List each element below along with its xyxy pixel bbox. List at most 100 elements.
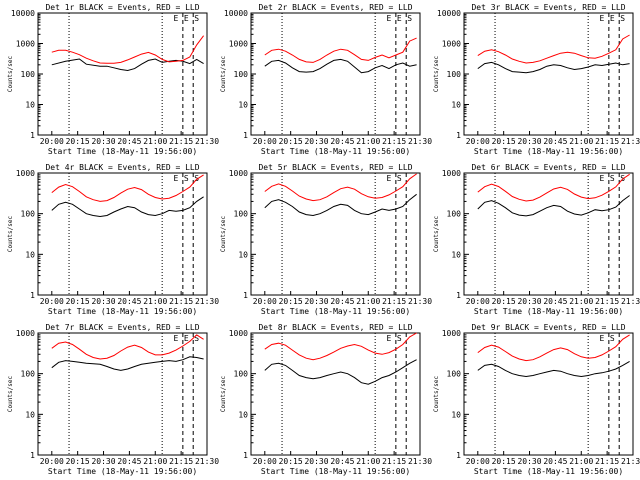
x-tick-label: 20:45 bbox=[330, 137, 354, 146]
events-line bbox=[264, 58, 417, 74]
x-axis-label: Start Time (18-May-11 19:56:00) bbox=[261, 147, 410, 156]
y-axis-label: Counts/sec bbox=[220, 376, 227, 413]
y-tick-label: 1 bbox=[30, 131, 35, 140]
x-tick-label: 21:15 bbox=[382, 457, 406, 466]
x-tick-label: 20:15 bbox=[66, 297, 90, 306]
events-line bbox=[477, 360, 630, 378]
x-tick-label: 20:00 bbox=[253, 137, 277, 146]
x-tick-label: 21:30 bbox=[195, 457, 219, 466]
y-tick-label: 100 bbox=[21, 210, 36, 219]
y-axis-label: Counts/sec bbox=[7, 376, 14, 413]
y-tick-label: 10 bbox=[25, 101, 35, 110]
x-tick-label: 20:30 bbox=[304, 297, 328, 306]
x-tick-label: 21:30 bbox=[621, 137, 640, 146]
x-tick-label: 20:45 bbox=[117, 457, 141, 466]
lld-line bbox=[477, 334, 630, 362]
x-tick-label: 21:30 bbox=[195, 137, 219, 146]
panel-title: Det 8r BLACK = Events, RED = LLD bbox=[258, 323, 412, 332]
y-tick-label: 10 bbox=[238, 250, 248, 259]
y-tick-label: 10000 bbox=[224, 9, 248, 18]
y-tick-label: 10 bbox=[238, 410, 248, 419]
x-tick-label: 20:30 bbox=[304, 137, 328, 146]
y-tick-label: 1 bbox=[456, 291, 461, 300]
y-tick-label: 1000 bbox=[16, 169, 35, 178]
det-panel-6: Det 6r BLACK = Events, RED = LLD 1 10 100 10… bbox=[433, 163, 640, 316]
det-panel-2: Det 2r BLACK = Events, RED = LLD 1 10 100 10… bbox=[220, 3, 432, 156]
x-tick-label: 20:00 bbox=[40, 137, 64, 146]
y-tick-label: 1 bbox=[243, 131, 248, 140]
marker-label: S bbox=[407, 14, 412, 23]
y-tick-label: 100 bbox=[21, 370, 36, 379]
y-tick-label: 10 bbox=[451, 101, 461, 110]
y-tick-label: 10 bbox=[238, 101, 248, 110]
marker-label: S bbox=[194, 334, 199, 343]
y-tick-label: 1000 bbox=[442, 169, 461, 178]
x-tick-label: 20:30 bbox=[91, 297, 115, 306]
x-tick-label: 20:30 bbox=[304, 457, 328, 466]
y-tick-label: 100 bbox=[447, 370, 462, 379]
y-tick-label: 1000 bbox=[442, 40, 461, 49]
x-tick-label: 20:00 bbox=[253, 457, 277, 466]
plot-frame bbox=[250, 172, 421, 296]
lld-line bbox=[264, 173, 417, 202]
det-panel-9: Det 9r BLACK = Events, RED = LLD 1 10 100 10… bbox=[433, 323, 640, 476]
plot-frame bbox=[463, 172, 634, 296]
y-axis-label: Counts/sec bbox=[433, 216, 440, 253]
lld-line bbox=[477, 173, 630, 202]
x-tick-label: 21:00 bbox=[356, 137, 380, 146]
x-tick-label: 21:30 bbox=[621, 297, 640, 306]
y-tick-label: 10 bbox=[25, 410, 35, 419]
y-axis-label: Counts/sec bbox=[433, 376, 440, 413]
y-tick-label: 100 bbox=[447, 210, 462, 219]
x-tick-label: 20:45 bbox=[330, 297, 354, 306]
plot-frame bbox=[37, 332, 208, 456]
events-line bbox=[51, 196, 204, 218]
x-tick-label: 21:00 bbox=[569, 457, 593, 466]
y-tick-label: 1000 bbox=[229, 40, 248, 49]
y-tick-label: 100 bbox=[234, 70, 249, 79]
y-axis-label: Counts/sec bbox=[7, 216, 14, 253]
y-tick-label: 100 bbox=[447, 70, 462, 79]
det-panel-4: Det 4r BLACK = Events, RED = LLD 1 10 100 10… bbox=[7, 163, 219, 316]
marker-label: E bbox=[387, 174, 392, 183]
y-tick-label: 10 bbox=[451, 410, 461, 419]
marker-label: S bbox=[610, 334, 615, 343]
marker-label: S bbox=[194, 174, 199, 183]
marker-label: S bbox=[184, 174, 189, 183]
x-tick-label: 21:00 bbox=[356, 457, 380, 466]
x-tick-label: 20:15 bbox=[279, 137, 303, 146]
x-tick-label: 21:00 bbox=[356, 297, 380, 306]
x-tick-label: 21:30 bbox=[408, 137, 432, 146]
y-axis-label: Counts/sec bbox=[433, 56, 440, 93]
x-tick-label: 21:15 bbox=[595, 297, 619, 306]
events-line bbox=[477, 195, 630, 217]
x-tick-label: 20:15 bbox=[492, 297, 516, 306]
x-tick-label: 21:15 bbox=[595, 457, 619, 466]
x-tick-label: 20:45 bbox=[117, 297, 141, 306]
panel-title: Det 3r BLACK = Events, RED = LLD bbox=[471, 3, 625, 12]
x-tick-label: 20:00 bbox=[466, 137, 490, 146]
marker-label: E bbox=[610, 14, 615, 23]
marker-label: S bbox=[620, 14, 625, 23]
x-tick-label: 21:15 bbox=[382, 297, 406, 306]
lld-line bbox=[264, 332, 417, 361]
events-line bbox=[264, 359, 417, 385]
panel-title: Det 6r BLACK = Events, RED = LLD bbox=[471, 163, 625, 172]
y-axis-label: Counts/sec bbox=[220, 216, 227, 253]
y-tick-label: 1 bbox=[456, 131, 461, 140]
x-tick-label: 20:30 bbox=[517, 457, 541, 466]
plot-frame bbox=[37, 172, 208, 296]
det-panel-3: Det 3r BLACK = Events, RED = LLD 1 10 100 10… bbox=[433, 3, 640, 156]
y-tick-label: 1000 bbox=[16, 329, 35, 338]
x-tick-label: 20:30 bbox=[91, 457, 115, 466]
panel-title: Det 9r BLACK = Events, RED = LLD bbox=[471, 323, 625, 332]
marker-label: E bbox=[600, 174, 605, 183]
x-tick-label: 20:15 bbox=[279, 297, 303, 306]
x-tick-label: 21:15 bbox=[169, 457, 193, 466]
x-tick-label: 21:30 bbox=[621, 457, 640, 466]
x-tick-label: 21:00 bbox=[569, 137, 593, 146]
x-axis-label: Start Time (18-May-11 19:56:00) bbox=[474, 467, 623, 476]
marker-label: E bbox=[387, 14, 392, 23]
y-axis-label: Counts/sec bbox=[7, 56, 14, 93]
x-tick-label: 20:15 bbox=[279, 457, 303, 466]
